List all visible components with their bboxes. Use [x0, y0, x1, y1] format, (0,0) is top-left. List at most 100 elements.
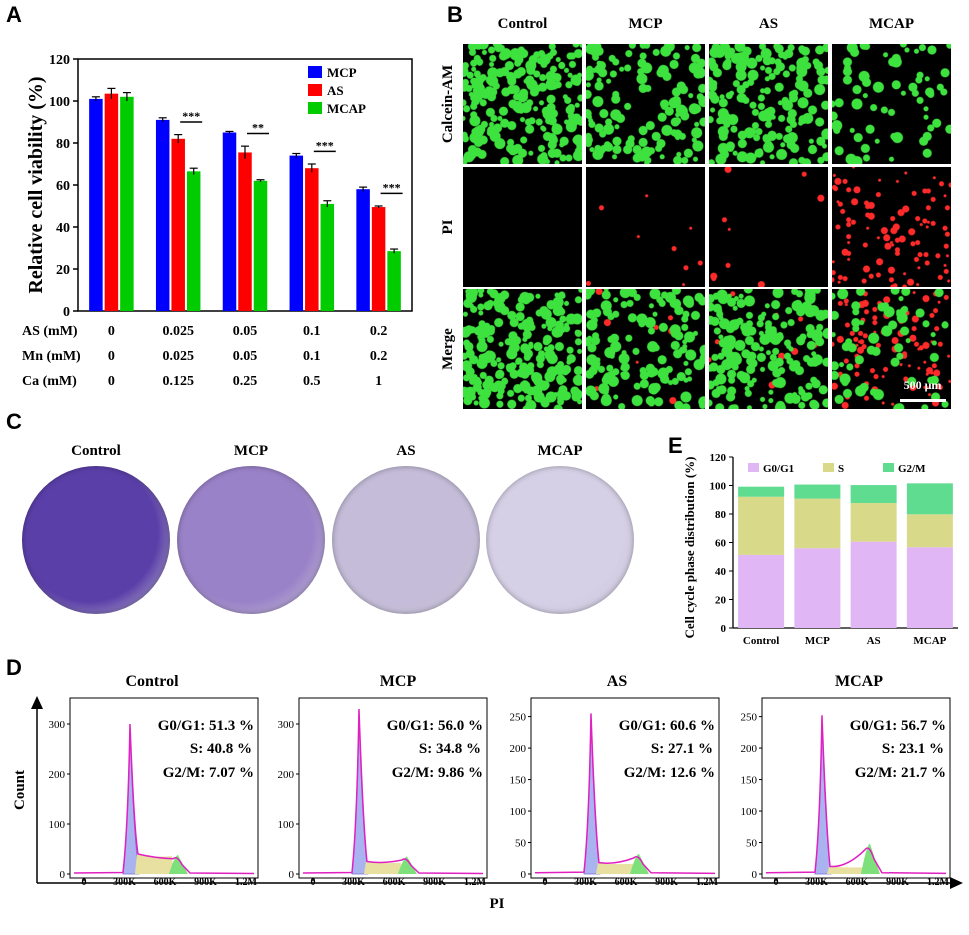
condition-label: Mn (mM)	[22, 349, 81, 364]
micrograph-merge-as	[709, 289, 828, 409]
legend-label-mcp: MCP	[327, 65, 357, 80]
condition-value: 0.1	[303, 349, 321, 364]
x-tick-label: 0	[82, 877, 87, 888]
y-tick-label: 20	[56, 263, 70, 278]
fit-curve	[302, 708, 484, 875]
column-title: MCP	[628, 16, 663, 32]
y-tick-label: 200	[278, 769, 295, 781]
condition-label: AS (mM)	[22, 324, 78, 339]
y-tick-label: 300	[49, 719, 66, 731]
y-tick-label: 200	[510, 743, 527, 755]
y-tick-label: 0	[752, 869, 758, 881]
panel-letter-c: C	[6, 409, 22, 434]
bar-mcap	[387, 251, 401, 311]
condition-label: Ca (mM)	[22, 374, 77, 389]
stack-segment-s	[794, 498, 841, 549]
s-percentage: S: 40.8 %	[190, 741, 252, 757]
x-tick-label: 900K	[423, 877, 446, 888]
pi-axis-arrow	[950, 877, 963, 889]
y-tick-label: 200	[741, 743, 758, 755]
stack-segment-s	[738, 496, 785, 555]
condition-value: 0	[108, 374, 115, 389]
fit-curve	[765, 715, 947, 875]
histogram-frame	[761, 697, 951, 879]
condition-value: 0.025	[162, 349, 194, 364]
micrograph-merge-control	[463, 289, 582, 409]
panel-letter-b: B	[447, 2, 463, 27]
y-tick-label: 0	[289, 869, 295, 881]
bar-mcap	[253, 180, 268, 311]
scale-bar	[900, 399, 946, 402]
y-tick-label: 40	[715, 566, 727, 578]
condition-value: 0.025	[162, 324, 194, 339]
bar-mcp	[89, 98, 103, 312]
stack-segment-g2m	[906, 483, 953, 515]
colony-dish-control	[22, 466, 170, 614]
bar-mcp	[289, 155, 304, 311]
x-tick-label: 0	[543, 877, 548, 888]
legend-swatch	[883, 463, 894, 472]
y-tick-label: 80	[715, 509, 727, 521]
legend-label-as: AS	[327, 83, 344, 98]
s-phase-area	[134, 854, 174, 874]
histogram-title: AS	[607, 673, 628, 690]
bar-as	[305, 168, 319, 311]
s-phase-area	[826, 866, 866, 874]
dish-label: MCP	[233, 443, 269, 459]
stack-segment-g0g1	[906, 547, 953, 628]
y-tick-label: 0	[63, 305, 70, 320]
micrograph-calceinam-mcp	[586, 44, 705, 164]
condition-value: 0.2	[370, 349, 388, 364]
x-tick-label: 300K	[805, 877, 828, 888]
micrograph-merge-mcap	[832, 289, 951, 409]
s-phase-area	[363, 861, 403, 874]
micrograph-pi-mcp	[586, 167, 705, 287]
micrograph-calceinam-control	[463, 44, 582, 164]
condition-value: 0.2	[370, 324, 388, 339]
stack-segment-g0g1	[738, 554, 785, 628]
significance-stars: ***	[383, 180, 401, 194]
micrograph-pi-control	[463, 167, 582, 287]
column-title: AS	[758, 16, 779, 32]
scale-bar-label: 500 μm	[903, 378, 942, 392]
x-tick-label: 1.2M	[927, 877, 950, 888]
y-tick-label: 300	[278, 719, 295, 731]
x-tick-label: 0	[311, 877, 316, 888]
condition-value: 0.05	[233, 349, 258, 364]
y-tick-label: 250	[741, 712, 758, 724]
panel-letter-e: E	[668, 433, 683, 458]
legend-label-mcap: MCAP	[327, 101, 366, 116]
y-axis-label: Relative cell viability (%)	[25, 76, 47, 293]
stack-segment-s	[906, 514, 953, 548]
legend-swatch	[748, 463, 759, 472]
x-tick-label: 900K	[194, 877, 217, 888]
legend-swatch-as	[308, 84, 322, 96]
x-tick-label: 0	[774, 877, 779, 888]
bar-mcap	[120, 96, 134, 311]
y-tick-label: 100	[49, 95, 70, 110]
colony-dish-mcp	[177, 466, 325, 614]
condition-value: 0.05	[233, 324, 258, 339]
histogram-title: MCP	[380, 673, 417, 690]
x-tick-label: MCP	[805, 635, 830, 647]
x-tick-label: 1.2M	[464, 877, 487, 888]
s-percentage: S: 34.8 %	[419, 741, 481, 757]
y-tick-label: 150	[510, 775, 527, 787]
y-tick-label: 150	[741, 775, 758, 787]
s-phase-area	[595, 862, 635, 874]
legend-swatch-mcp	[308, 66, 322, 78]
legend-swatch-mcap	[308, 102, 322, 114]
x-tick-label: 600K	[154, 877, 177, 888]
x-tick-label: Control	[743, 635, 779, 647]
y-tick-label: 40	[56, 221, 70, 236]
significance-stars: ***	[182, 109, 200, 123]
y-tick-label: 60	[56, 179, 70, 194]
significance-stars: ***	[316, 138, 334, 152]
condition-value: 0.5	[303, 374, 321, 389]
histogram-frame	[530, 697, 720, 879]
bar-mcap	[186, 171, 201, 311]
colony-dish-mcap	[486, 466, 634, 614]
y-tick-label: 100	[278, 819, 295, 831]
